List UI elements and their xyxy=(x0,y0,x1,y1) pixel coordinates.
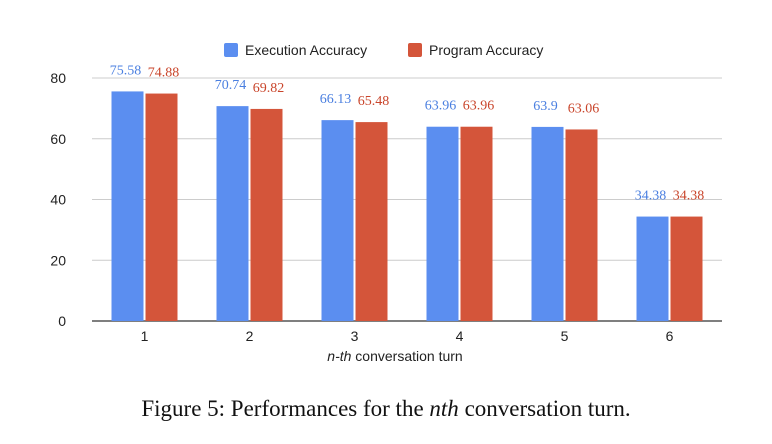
x-tick-label: 5 xyxy=(561,328,569,344)
y-tick-label: 20 xyxy=(50,252,66,268)
execution-accuracy-label: 63.96 xyxy=(425,99,457,114)
caption-prefix: Figure 5: Performances for the xyxy=(141,396,430,421)
execution-accuracy-label: 75.58 xyxy=(110,63,142,78)
program-accuracy-label: 34.38 xyxy=(673,189,705,204)
legend-swatch-execution xyxy=(224,43,238,57)
program-accuracy-label: 63.06 xyxy=(568,101,600,116)
x-tick-label: 2 xyxy=(246,328,254,344)
program-accuracy-bar xyxy=(250,108,283,321)
execution-accuracy-bar xyxy=(636,216,669,321)
x-tick-label: 4 xyxy=(456,328,464,344)
program-accuracy-bar xyxy=(145,93,178,321)
figure-caption: Figure 5: Performances for the nth conve… xyxy=(0,396,772,422)
program-accuracy-label: 74.88 xyxy=(148,66,180,81)
execution-accuracy-bar xyxy=(531,126,564,321)
program-accuracy-bar xyxy=(565,129,598,321)
program-accuracy-label: 69.82 xyxy=(253,81,285,96)
execution-accuracy-bar xyxy=(426,126,459,321)
execution-accuracy-bar xyxy=(321,120,354,321)
legend-label-program: Program Accuracy xyxy=(429,42,543,58)
execution-accuracy-bar xyxy=(216,106,249,321)
x-tick-label: 1 xyxy=(141,328,149,344)
execution-accuracy-label: 34.38 xyxy=(635,189,667,204)
execution-accuracy-label: 63.9 xyxy=(533,99,558,114)
axis-ticks: 0 20 40 60 80 1 2 3 4 5 6 xyxy=(50,70,673,344)
legend-label-execution: Execution Accuracy xyxy=(245,42,367,58)
program-accuracy-bar xyxy=(460,126,493,321)
y-tick-label: 40 xyxy=(50,192,66,208)
program-accuracy-bar xyxy=(355,122,388,322)
execution-accuracy-label: 66.13 xyxy=(320,92,352,107)
x-axis-label: n-th conversation turn xyxy=(327,348,462,364)
legend-swatch-program xyxy=(408,43,422,57)
caption-italic: nth xyxy=(429,396,459,421)
legend: Execution Accuracy Program Accuracy xyxy=(224,42,543,58)
y-tick-label: 0 xyxy=(58,313,66,329)
y-tick-label: 80 xyxy=(50,70,66,86)
program-accuracy-label: 63.96 xyxy=(463,99,495,114)
execution-accuracy-label: 70.74 xyxy=(215,78,247,93)
y-tick-label: 60 xyxy=(50,131,66,147)
caption-suffix: conversation turn. xyxy=(458,396,631,421)
x-tick-label: 3 xyxy=(351,328,359,344)
execution-accuracy-bar xyxy=(111,91,144,321)
program-accuracy-label: 65.48 xyxy=(358,94,390,109)
bars xyxy=(111,91,703,322)
x-tick-label: 6 xyxy=(666,328,674,344)
grid-lines xyxy=(92,77,722,322)
program-accuracy-bar xyxy=(670,216,703,321)
chart: 75.58 74.88 70.74 69.82 66.13 65.48 63.96 63.96… xyxy=(50,42,722,364)
